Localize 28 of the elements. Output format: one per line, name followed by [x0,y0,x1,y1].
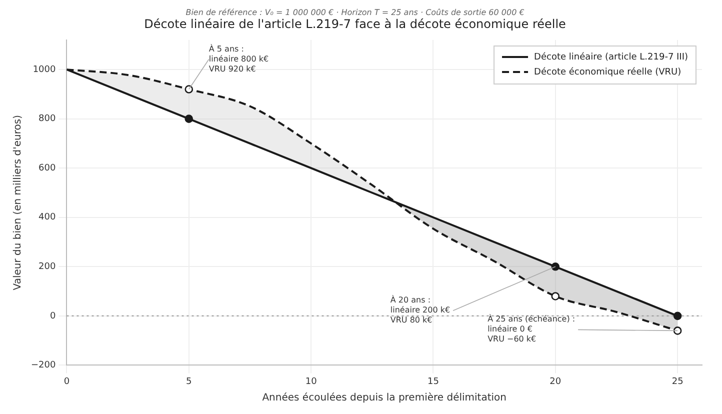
annotation: À 20 ans : linéaire 200 k€ VRU 80 k€ [390,294,450,325]
point [551,292,560,300]
x-tick-label: 25 [672,376,684,387]
point [184,114,194,123]
chart-title: Décote linéaire de l'article L.219-7 face à la décote économique réelle [144,16,566,31]
y-tick-label: 200 [38,262,56,272]
x-tick-label: 0 [64,376,70,387]
y-tick-label: 800 [38,114,56,124]
point [184,85,194,94]
y-tick-label: 400 [38,212,56,223]
y-axis-title: Valeur du bien (en milliers d'euros) [12,114,24,290]
y-tick-label: −200 [30,360,56,371]
x-tick-label: 5 [186,376,192,387]
x-tick-label: 20 [550,376,562,387]
point [551,262,560,271]
annotation: À 25 ans (échéance) : linéaire 0 € VRU −60 k€ [488,314,576,344]
x-axis-title: Années écoulées depuis la première délimitation [262,392,507,404]
annotation: À 5 ans : linéaire 800 k€ VRU 920 k€ [208,43,269,74]
y-tick-label: 1000 [32,64,56,75]
y-tick-label: 0 [50,311,56,322]
legend-label: Décote linéaire (article L.219-7 III) [534,51,688,62]
point [673,312,682,320]
y-tick-label: 600 [38,163,56,174]
legend-label: Décote économique réelle (VRU) [534,66,682,78]
chart-subtitle: Bien de référence : V₀ = 1 000 000 € · Horizon T = 25 ans · Coûts de sortie 60 000 € [186,8,524,17]
x-tick-label: 15 [428,376,439,387]
x-tick-label: 10 [305,376,318,387]
point [673,326,682,335]
